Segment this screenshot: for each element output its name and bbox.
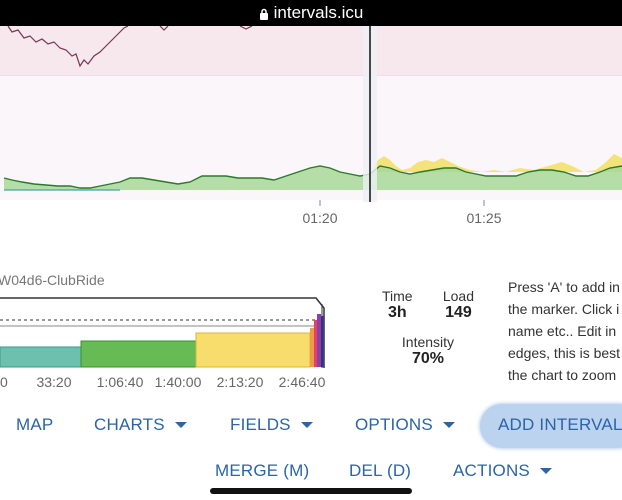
load-label: Load bbox=[442, 288, 474, 304]
chart-svg[interactable]: 01:20 01:25 bbox=[0, 26, 622, 260]
mini-tick-label: 1:06:40 bbox=[97, 374, 144, 390]
x-tick-label: 01:20 bbox=[302, 210, 337, 226]
mini-tick-label: 2:46:40 bbox=[279, 374, 326, 390]
intensity-stat: Intensity 70% bbox=[378, 334, 478, 368]
time-label: Time bbox=[382, 288, 413, 304]
mini-tick-label: 2:13:20 bbox=[217, 374, 264, 390]
zone-block-orange bbox=[310, 328, 314, 367]
browser-url-bar[interactable]: intervals.icu bbox=[0, 0, 622, 26]
intensity-value: 70% bbox=[411, 350, 445, 367]
hr-band bbox=[0, 26, 622, 76]
chevron-down-icon bbox=[300, 422, 313, 428]
x-tick-label: 01:25 bbox=[466, 210, 501, 226]
chevron-down-icon bbox=[539, 468, 552, 474]
charts-label: CHARTS bbox=[94, 415, 165, 434]
chevron-down-icon bbox=[174, 422, 187, 428]
time-value: 3h bbox=[387, 304, 407, 321]
help-line: the marker. Click i bbox=[508, 301, 620, 317]
home-indicator[interactable] bbox=[210, 488, 412, 494]
actions-button[interactable]: ACTIONS bbox=[453, 461, 552, 481]
over-threshold-fill bbox=[372, 154, 622, 172]
actions-label: ACTIONS bbox=[453, 461, 530, 480]
overview-svg[interactable]: 0 33:20 1:06:40 1:40:00 2:13:20 2:46:40 bbox=[0, 290, 330, 390]
mini-tick-label: 0 bbox=[0, 374, 8, 390]
url-text: intervals.icu bbox=[273, 3, 364, 22]
power-line bbox=[3, 165, 622, 189]
options-button[interactable]: OPTIONS bbox=[355, 415, 455, 435]
overview-chart[interactable]: 0 33:20 1:06:40 1:40:00 2:13:20 2:46:40 bbox=[0, 290, 330, 390]
mini-tick-label: 1:40:00 bbox=[155, 374, 202, 390]
add-interval-label: ADD INTERVAL ( bbox=[498, 415, 622, 434]
delete-label: DEL (D) bbox=[349, 461, 412, 480]
power-fill bbox=[4, 166, 622, 190]
fields-button[interactable]: FIELDS bbox=[230, 415, 313, 435]
time-stat: Time 3h bbox=[382, 288, 413, 322]
activity-name: W04d6-ClubRide bbox=[0, 272, 105, 288]
fields-label: FIELDS bbox=[230, 415, 291, 434]
hr-line-2 bbox=[159, 26, 253, 31]
mini-tick-label: 33:20 bbox=[36, 374, 71, 390]
intensity-label: Intensity bbox=[401, 334, 455, 350]
activity-stats: Time 3h Load 149 Intensity 70% bbox=[378, 288, 478, 368]
help-line: the chart to zoom bbox=[508, 367, 617, 383]
merge-button[interactable]: MERGE (M) bbox=[215, 461, 309, 481]
map-button[interactable]: MAP bbox=[16, 415, 53, 435]
help-line: Press 'A' to add in bbox=[508, 279, 620, 295]
help-line: edges, this is best bbox=[508, 345, 621, 361]
chevron-down-icon bbox=[442, 422, 455, 428]
lock-icon bbox=[259, 8, 268, 20]
zone-block-yellow bbox=[195, 332, 311, 368]
merge-label: MERGE (M) bbox=[215, 461, 310, 480]
load-stat: Load 149 bbox=[443, 288, 474, 322]
hr-line bbox=[7, 26, 129, 68]
add-interval-button[interactable]: ADD INTERVAL ( bbox=[498, 415, 622, 435]
load-value: 149 bbox=[445, 304, 472, 321]
help-text: Press 'A' to add in the marker. Click i … bbox=[508, 276, 622, 386]
activity-chart[interactable]: 01:20 01:25 bbox=[0, 26, 622, 260]
help-line: name etc.. Edit in bbox=[508, 323, 617, 339]
map-label: MAP bbox=[16, 415, 54, 434]
add-interval-highlight bbox=[480, 404, 622, 448]
charts-button[interactable]: CHARTS bbox=[94, 415, 187, 435]
delete-button[interactable]: DEL (D) bbox=[349, 461, 411, 481]
options-label: OPTIONS bbox=[355, 415, 433, 434]
zone-block-teal bbox=[0, 346, 82, 368]
zone-block-red bbox=[314, 320, 317, 367]
zone-block-green bbox=[80, 340, 197, 368]
zone-block-purple bbox=[317, 314, 321, 367]
